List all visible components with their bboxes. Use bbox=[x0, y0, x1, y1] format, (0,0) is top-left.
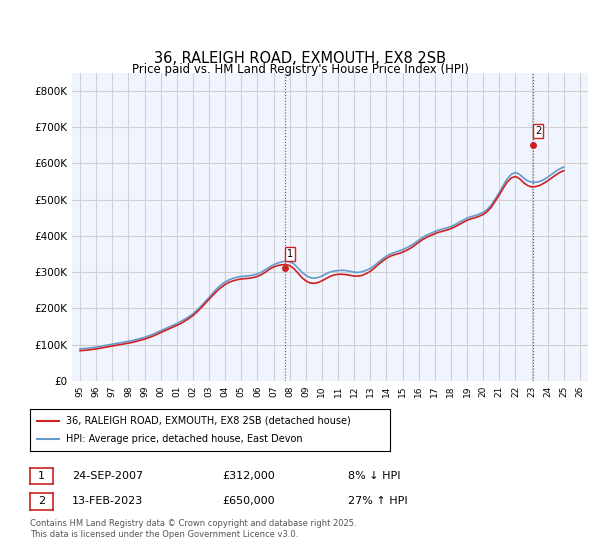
Text: Price paid vs. HM Land Registry's House Price Index (HPI): Price paid vs. HM Land Registry's House … bbox=[131, 63, 469, 77]
Text: 36, RALEIGH ROAD, EXMOUTH, EX8 2SB (detached house): 36, RALEIGH ROAD, EXMOUTH, EX8 2SB (deta… bbox=[66, 416, 351, 426]
Text: 1: 1 bbox=[287, 249, 293, 259]
Text: 2: 2 bbox=[535, 127, 541, 137]
Text: 13-FEB-2023: 13-FEB-2023 bbox=[72, 496, 143, 506]
Text: 27% ↑ HPI: 27% ↑ HPI bbox=[348, 496, 407, 506]
Text: Contains HM Land Registry data © Crown copyright and database right 2025.
This d: Contains HM Land Registry data © Crown c… bbox=[30, 520, 356, 539]
Text: HPI: Average price, detached house, East Devon: HPI: Average price, detached house, East… bbox=[66, 434, 302, 444]
Text: £312,000: £312,000 bbox=[222, 471, 275, 481]
Text: 8% ↓ HPI: 8% ↓ HPI bbox=[348, 471, 401, 481]
Text: 36, RALEIGH ROAD, EXMOUTH, EX8 2SB: 36, RALEIGH ROAD, EXMOUTH, EX8 2SB bbox=[154, 52, 446, 66]
Text: £650,000: £650,000 bbox=[222, 496, 275, 506]
Text: 2: 2 bbox=[38, 496, 45, 506]
Text: 24-SEP-2007: 24-SEP-2007 bbox=[72, 471, 143, 481]
Text: 1: 1 bbox=[38, 471, 45, 481]
